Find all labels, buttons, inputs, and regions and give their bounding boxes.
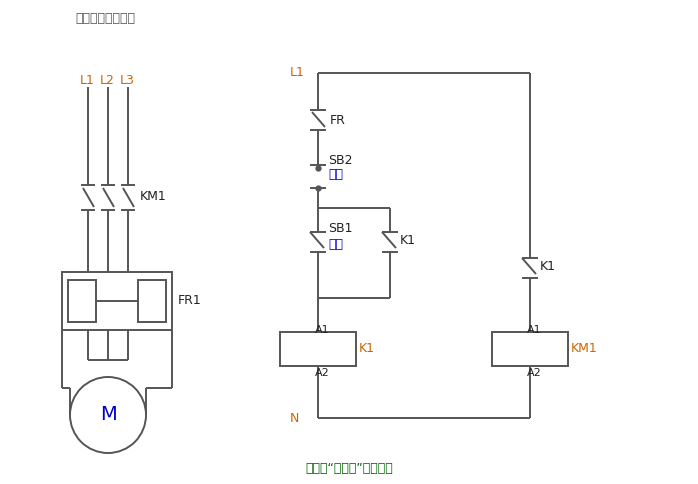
Text: K1: K1 <box>359 343 375 356</box>
Text: N: N <box>290 411 299 424</box>
Text: L1: L1 <box>290 66 305 79</box>
Text: 电路如下图所示：: 电路如下图所示： <box>75 12 135 25</box>
Text: SB2: SB2 <box>328 153 352 166</box>
Text: KM1: KM1 <box>571 343 597 356</box>
Text: A2: A2 <box>315 368 329 378</box>
Text: 停止: 停止 <box>328 168 343 182</box>
Text: 启动: 启动 <box>328 238 343 251</box>
Text: A1: A1 <box>315 325 329 335</box>
Bar <box>492 332 568 366</box>
Text: K1: K1 <box>540 259 556 272</box>
Text: L2: L2 <box>100 74 115 87</box>
Text: FR1: FR1 <box>178 294 202 307</box>
Text: K1: K1 <box>400 233 416 246</box>
Bar <box>280 332 356 366</box>
Text: A2: A2 <box>527 368 542 378</box>
Bar <box>62 272 172 330</box>
Text: FR: FR <box>330 114 346 126</box>
Bar <box>138 280 166 322</box>
Bar <box>68 280 96 322</box>
Text: L1: L1 <box>80 74 95 87</box>
Text: M: M <box>100 406 117 424</box>
Text: 电机的“起保停”控制电路: 电机的“起保停”控制电路 <box>305 462 393 474</box>
Text: L3: L3 <box>120 74 135 87</box>
Text: A1: A1 <box>527 325 542 335</box>
Text: SB1: SB1 <box>328 222 352 235</box>
Text: KM1: KM1 <box>140 191 167 203</box>
